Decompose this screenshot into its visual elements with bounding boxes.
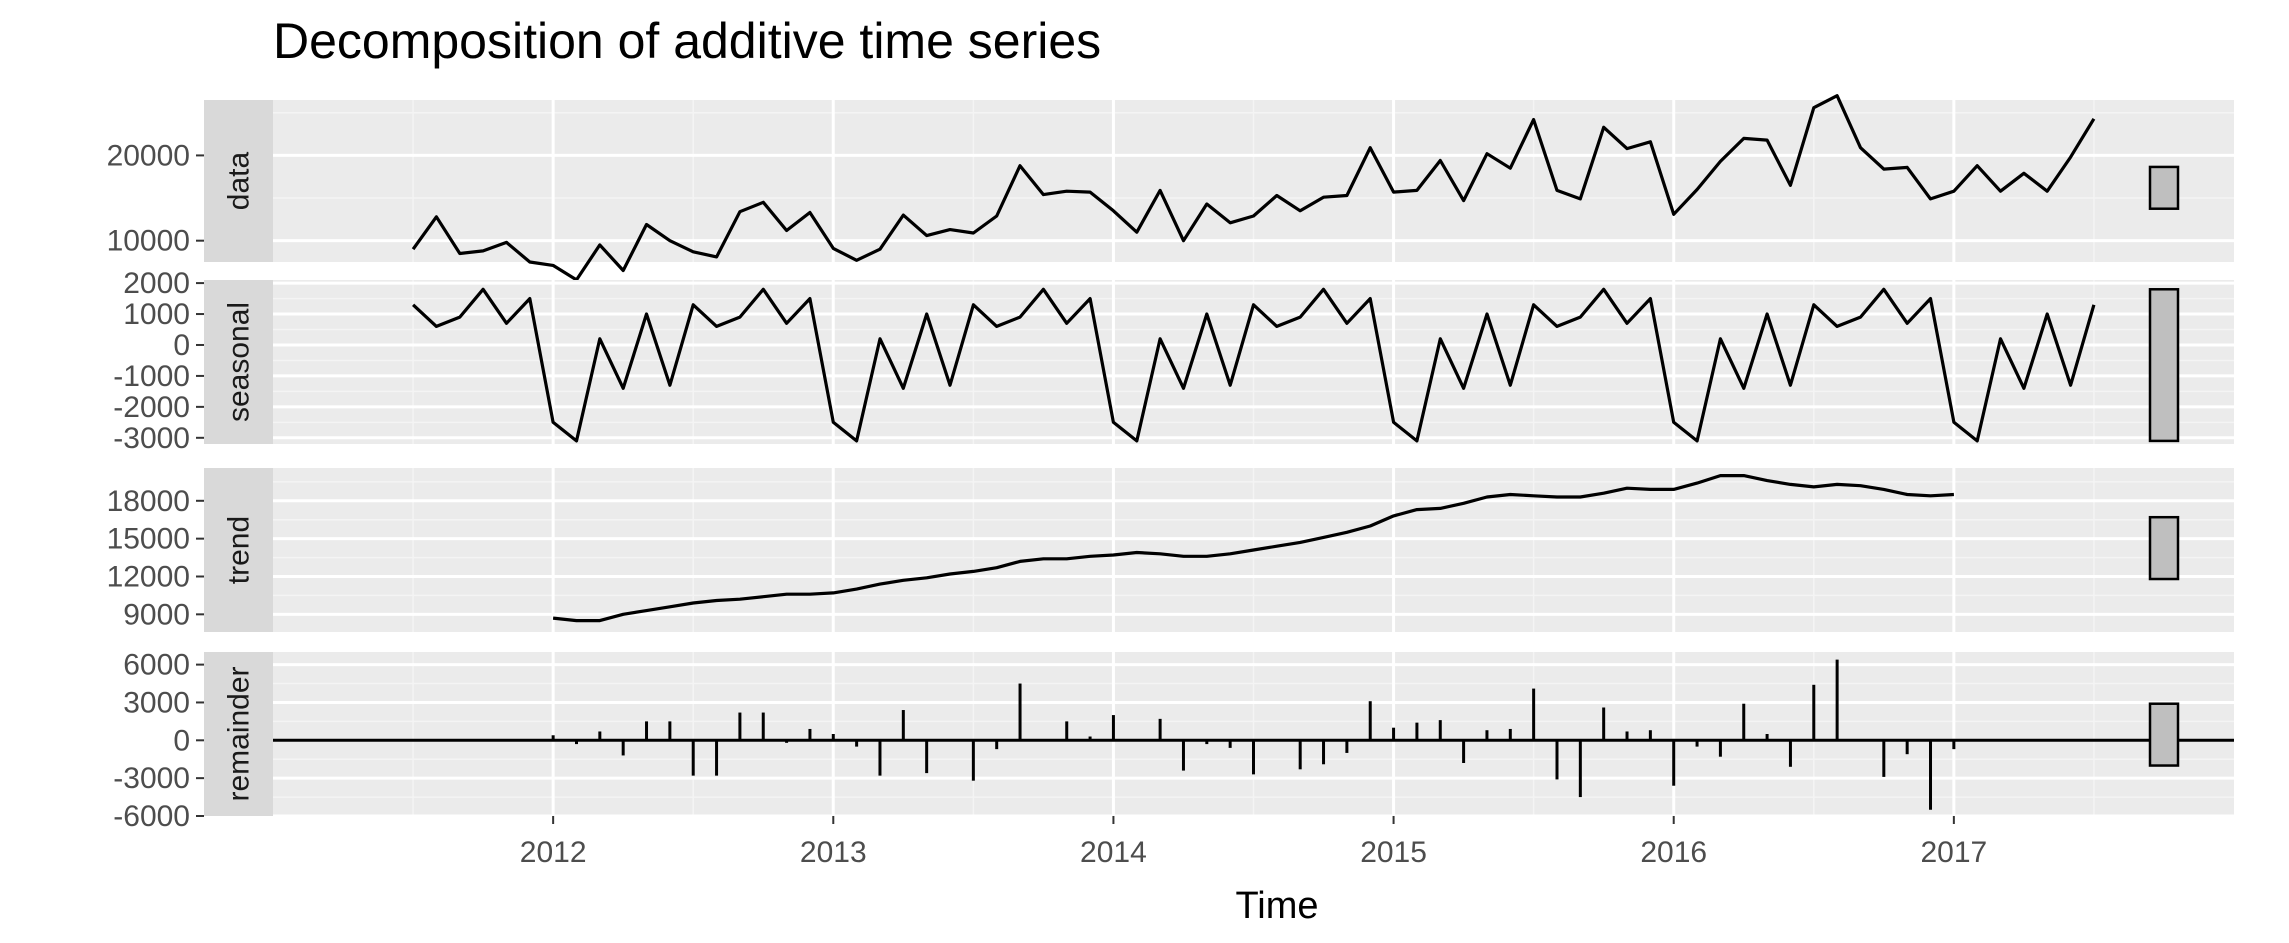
y-tick-label: 2000	[123, 267, 190, 300]
chart-title: Decomposition of additive time series	[273, 13, 1101, 69]
y-tick-label: 6000	[123, 649, 190, 682]
x-axis: 2012 2013 2014 2015 2016 2017	[520, 816, 1987, 869]
y-tick-label: 0	[173, 329, 190, 362]
range-bar-seasonal	[2148, 288, 2180, 443]
range-bar-remainder	[2148, 702, 2180, 767]
y-tick-label: 10000	[107, 225, 190, 258]
strip-label-seasonal: seasonal	[223, 302, 256, 422]
y-tick-label: 9000	[123, 598, 190, 631]
x-tick-label: 2012	[520, 836, 587, 869]
y-tick-label: -3000	[113, 422, 190, 455]
x-tick-label: 2015	[1360, 836, 1427, 869]
y-tick-label: 0	[173, 724, 190, 757]
panel-remainder: remainder -6000 -3000 0 3000 6000	[113, 649, 2234, 833]
y-tick-label: 12000	[107, 560, 190, 593]
y-tick-label: 1000	[123, 298, 190, 331]
x-tick-label: 2013	[800, 836, 867, 869]
series-line-data	[411, 94, 2096, 282]
strip-remainder	[204, 652, 273, 816]
x-axis-title: Time	[1235, 885, 1318, 927]
panel-trend: trend 9000 12000 15000 18000	[107, 468, 2234, 632]
y-tick-label: 18000	[107, 485, 190, 518]
range-bar-trend	[2148, 515, 2180, 581]
y-tick-label: 20000	[107, 139, 190, 172]
y-tick-label: -2000	[113, 391, 190, 424]
x-tick-label: 2014	[1080, 836, 1147, 869]
y-tick-label: -3000	[113, 762, 190, 795]
series-line-seasonal	[412, 287, 2096, 443]
panel-data: data 10000 20000	[107, 94, 2234, 282]
x-tick-label: 2016	[1640, 836, 1707, 869]
strip-seasonal	[204, 280, 273, 444]
strip-label-trend: trend	[223, 516, 256, 584]
series-line-trend	[552, 474, 1954, 623]
y-tick-label: 15000	[107, 523, 190, 556]
strip-trend	[204, 468, 273, 632]
range-bar-data	[2148, 165, 2180, 210]
y-tick-label: -6000	[113, 800, 190, 833]
x-tick-label: 2017	[1920, 836, 1987, 869]
panels-layer: data1000020000seasonal-3000-2000-1000010…	[107, 94, 2234, 833]
strip-label-remainder: remainder	[223, 666, 256, 801]
y-tick-label: -1000	[113, 360, 190, 393]
strip-label-data: data	[223, 151, 256, 210]
strip-data	[204, 100, 273, 262]
y-tick-label: 3000	[123, 686, 190, 719]
